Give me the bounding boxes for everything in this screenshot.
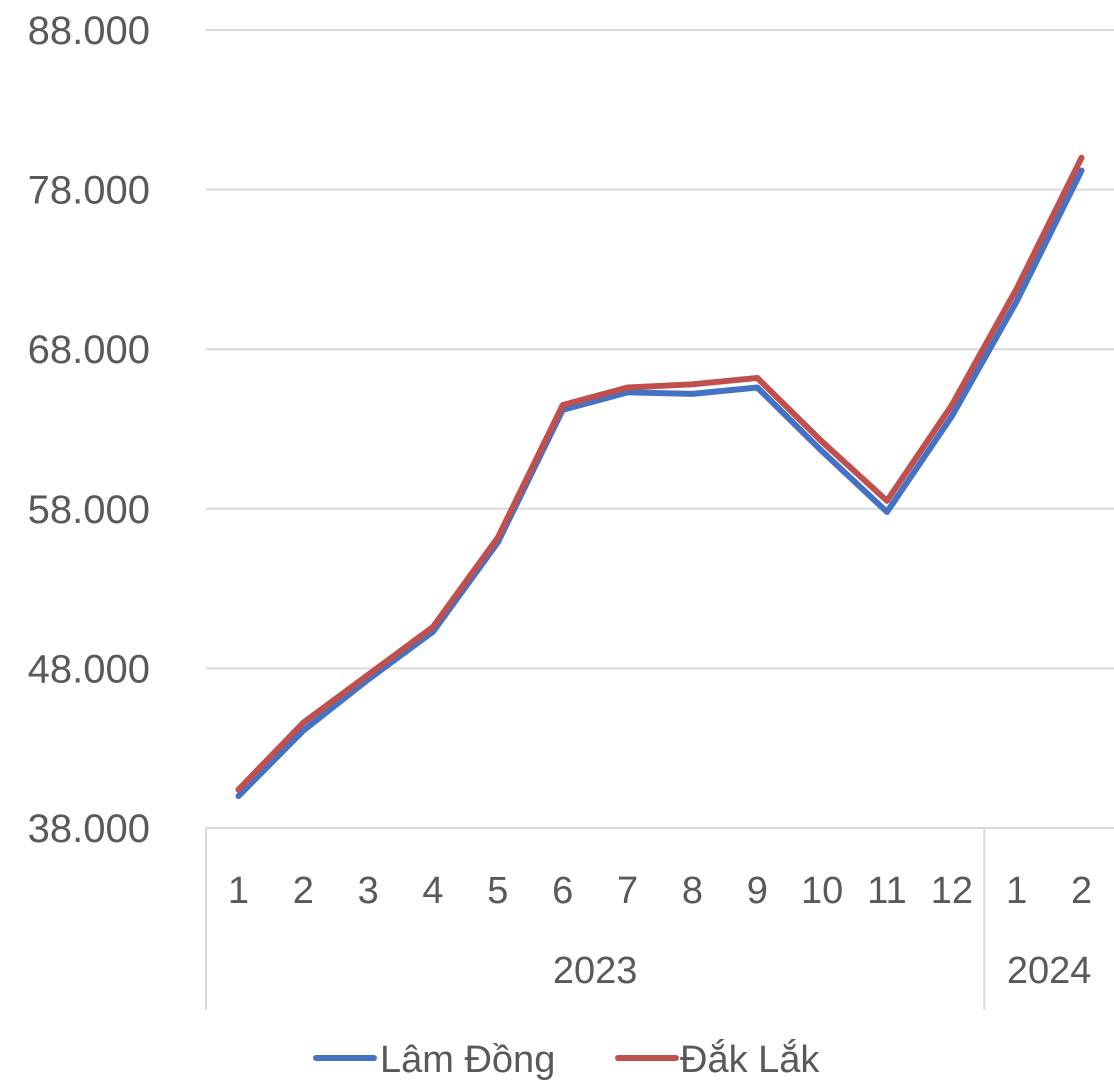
x-tick-label: 10 (801, 870, 843, 912)
x-tick-label: 11 (867, 870, 906, 912)
series-line-0 (235, 167, 1085, 800)
year-label: 2023 (553, 950, 638, 992)
x-tick-label: 2 (293, 870, 314, 912)
legend: Lâm Đồng Đắk Lắk (313, 1038, 820, 1081)
y-tick-label: 48.000 (28, 647, 150, 691)
y-tick-label: 68.000 (28, 328, 150, 372)
x-tick-label: 7 (617, 870, 638, 912)
x-tick-label: 5 (487, 870, 508, 912)
x-tick-label: 1 (1006, 870, 1027, 912)
series-lines (235, 154, 1085, 800)
gridlines (206, 29, 1114, 670)
y-tick-label: 38.000 (28, 807, 150, 851)
x-tick-label: 6 (552, 870, 573, 912)
x-tick-label: 8 (682, 870, 703, 912)
x-tick-label: 2 (1071, 870, 1092, 912)
x-tick-label: 4 (422, 870, 443, 912)
y-tick-label: 88.000 (28, 9, 150, 53)
x-tick-label: 1 (228, 870, 249, 912)
y-tick-label: 58.000 (28, 488, 150, 532)
x-tick-label: 12 (931, 870, 973, 912)
x-tick-label: 9 (747, 870, 768, 912)
y-tick-label: 78.000 (28, 169, 150, 213)
x-tick-label: 3 (358, 870, 379, 912)
legend-label: Đắk Lắk (680, 1038, 820, 1081)
series-line-1 (235, 154, 1085, 793)
year-label: 2024 (1007, 950, 1092, 992)
legend-label: Lâm Đồng (380, 1039, 555, 1081)
y-axis-ticks: 38.000 48.000 58.000 68.000 78.000 88.000 (28, 9, 150, 851)
